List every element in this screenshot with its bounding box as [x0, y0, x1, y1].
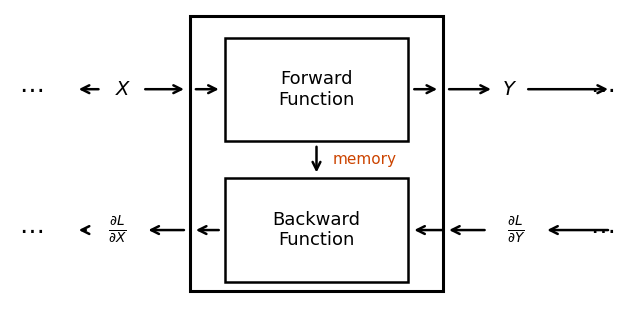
Text: Forward
Function: Forward Function [279, 70, 354, 109]
Text: $X$: $X$ [115, 80, 132, 99]
Text: $\frac{\partial L}{\partial Y}$: $\frac{\partial L}{\partial Y}$ [507, 215, 525, 245]
Text: $\cdots$: $\cdots$ [19, 77, 43, 101]
Text: $\frac{\partial L}{\partial X}$: $\frac{\partial L}{\partial X}$ [108, 215, 127, 245]
Text: $\cdots$: $\cdots$ [590, 77, 614, 101]
FancyBboxPatch shape [225, 38, 408, 141]
Text: $Y$: $Y$ [502, 80, 517, 99]
Text: Backward
Function: Backward Function [272, 211, 361, 249]
Text: $\cdots$: $\cdots$ [19, 218, 43, 242]
FancyBboxPatch shape [225, 178, 408, 282]
Text: $\cdots$: $\cdots$ [590, 218, 614, 242]
Text: memory: memory [332, 152, 396, 167]
FancyBboxPatch shape [190, 16, 443, 291]
